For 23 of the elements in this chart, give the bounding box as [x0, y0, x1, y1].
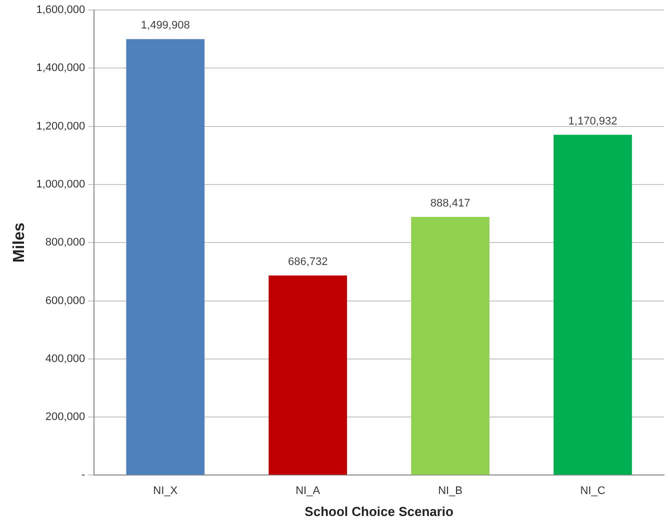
data-label: 1,499,908 — [140, 20, 190, 32]
x-axis-title: School Choice Scenario — [304, 504, 454, 519]
y-tick-label: 400,000 — [45, 352, 86, 365]
y-axis-title: Miles — [11, 222, 28, 263]
y-tick-label: 600,000 — [45, 294, 86, 307]
data-label: 888,417 — [430, 197, 470, 210]
y-tick-label: 1,400,000 — [36, 62, 86, 74]
x-tick-label: NI_A — [296, 484, 321, 497]
bar — [554, 134, 632, 475]
bar — [411, 216, 490, 475]
y-tick-label: 800,000 — [45, 236, 86, 249]
y-tick-label: - — [81, 469, 86, 482]
y-tick-label: 200,000 — [45, 411, 86, 424]
data-label: 686,732 — [288, 256, 328, 268]
bar — [268, 276, 348, 475]
y-tick-label: 1,000,000 — [36, 178, 86, 190]
x-tick-label: NI_B — [438, 484, 463, 497]
y-tick-label: 1,200,000 — [36, 120, 86, 132]
bar — [126, 39, 205, 475]
x-tick-label: NI_X — [153, 484, 178, 497]
y-tick-label: 1,600,000 — [36, 4, 86, 16]
data-label: 1,170,932 — [568, 115, 618, 128]
x-tick-label: NI_C — [580, 484, 606, 497]
